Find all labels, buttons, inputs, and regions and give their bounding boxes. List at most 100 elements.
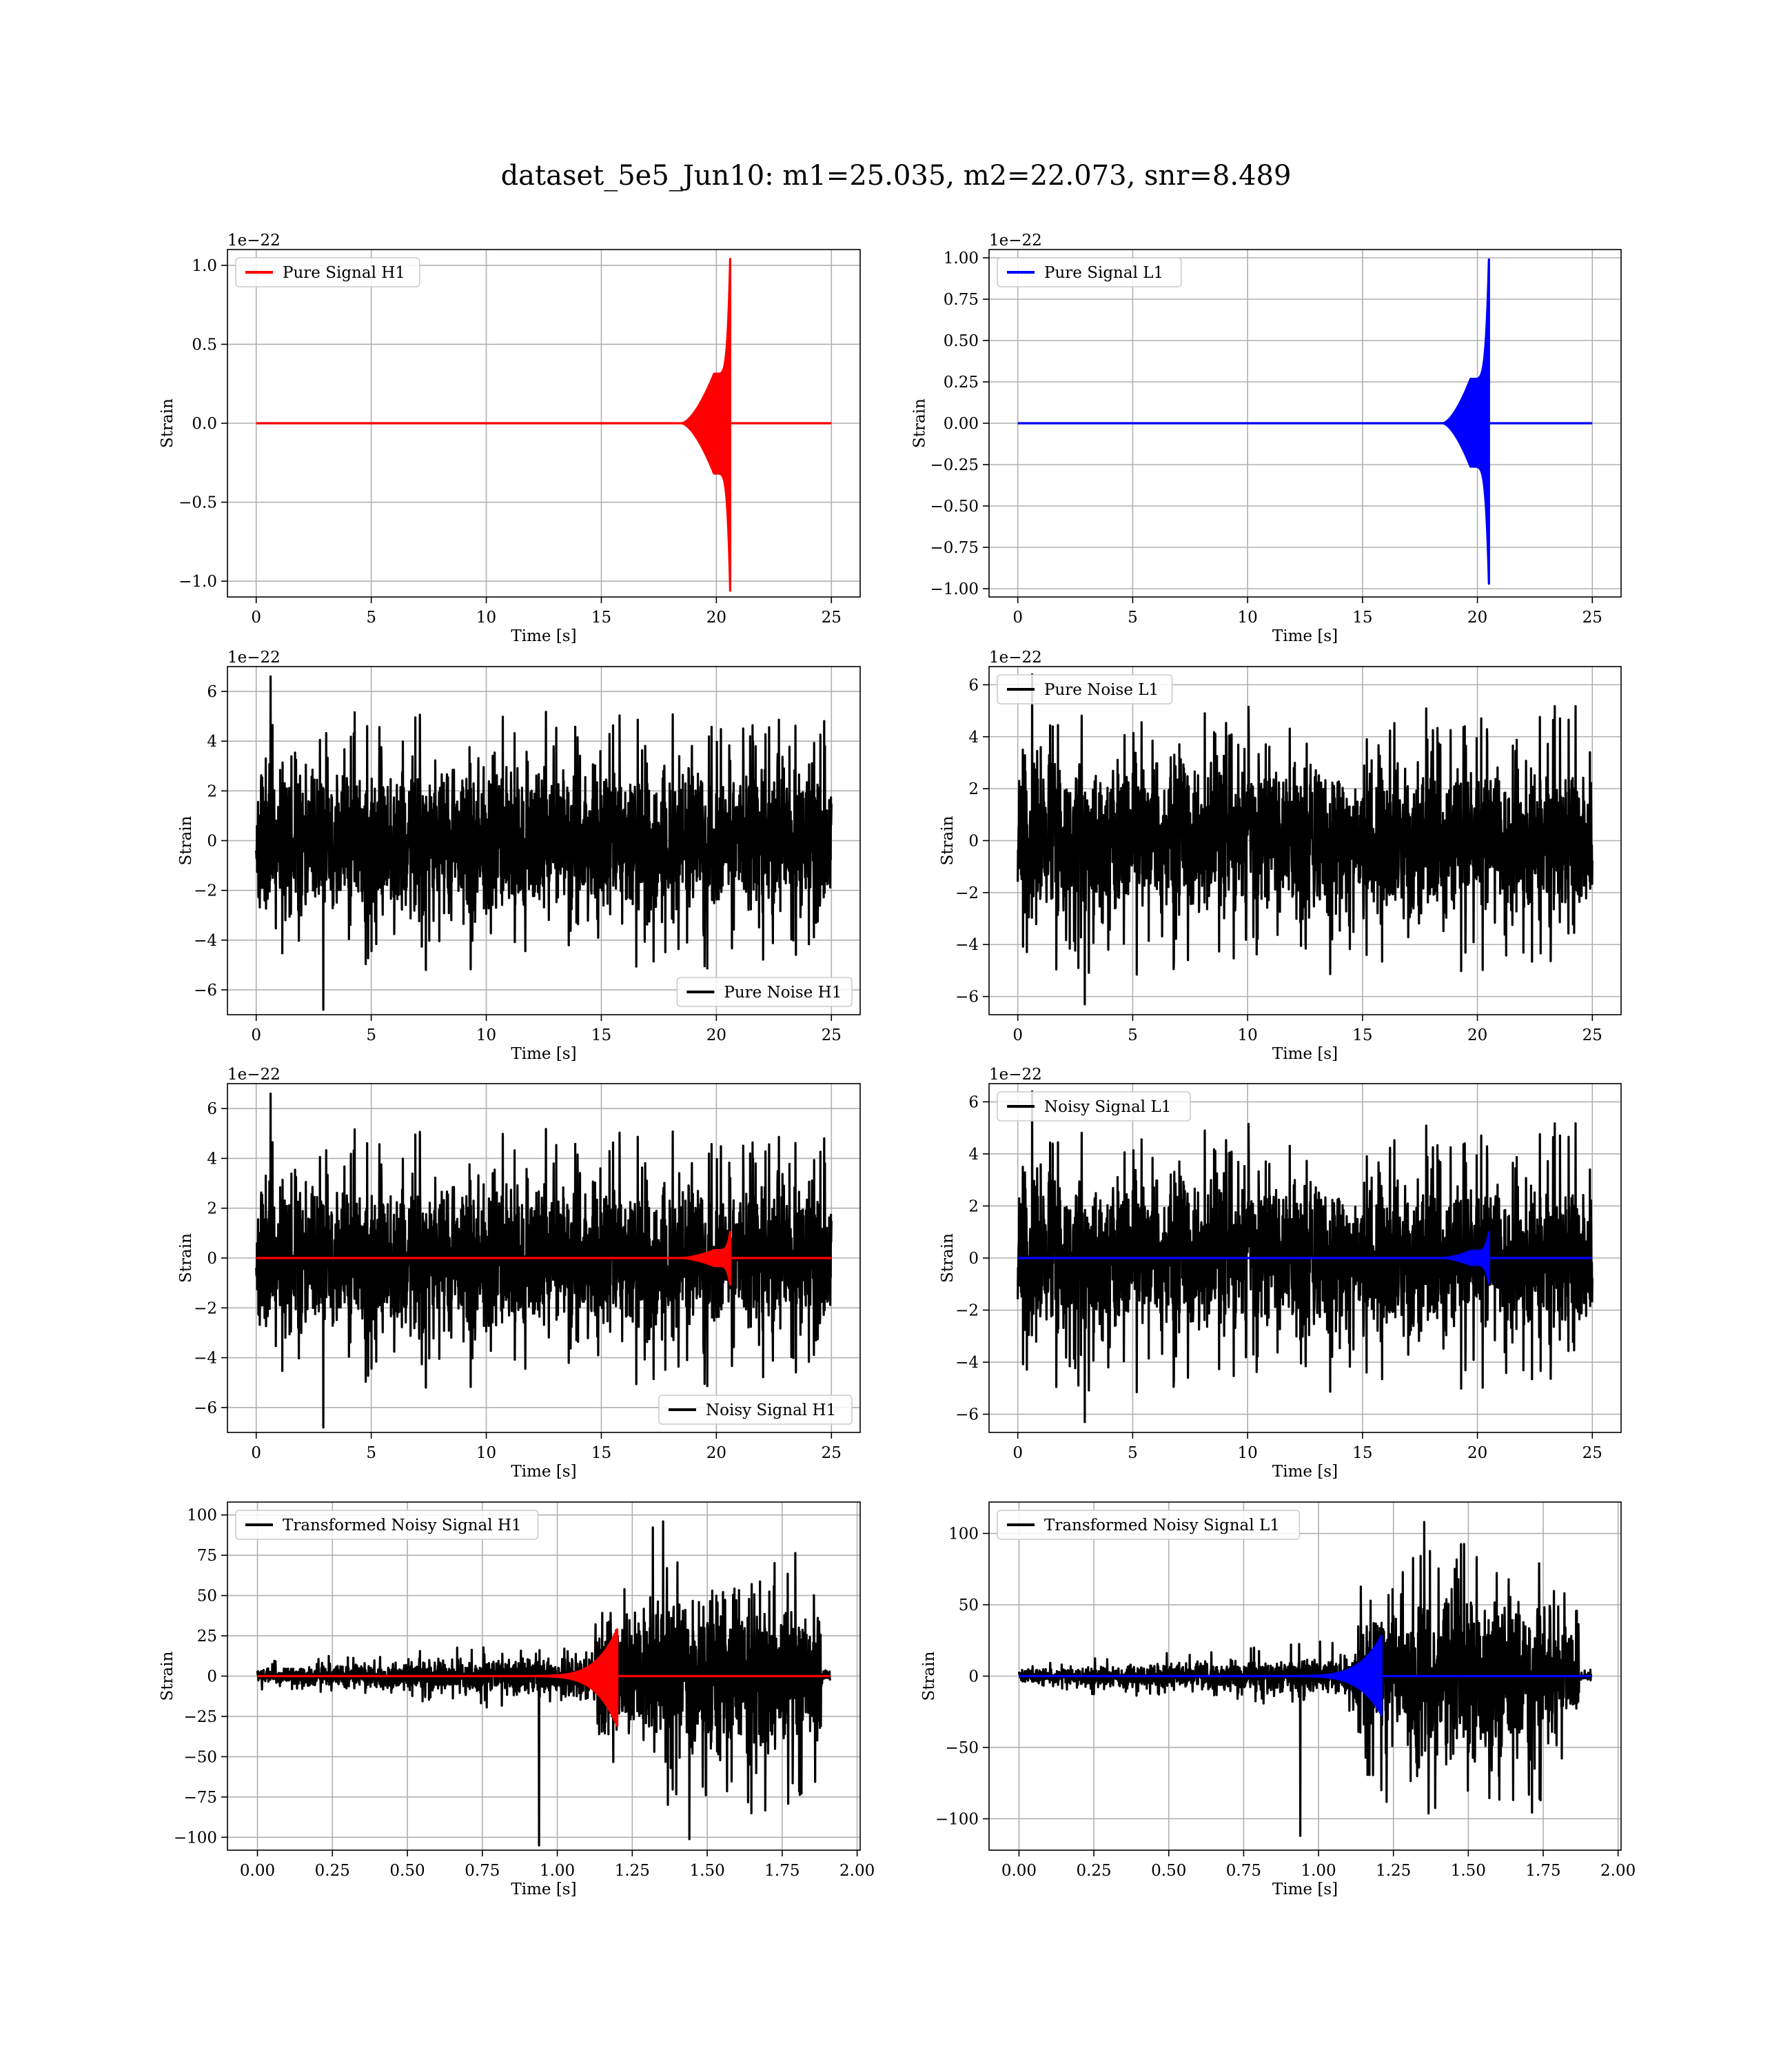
pure-signal-h1-panel: 0 5 10 15 20 25 −1.0 −0.5 0.0 0.5 1.0 Time [s] Strai… bbox=[159, 232, 861, 645]
y-tick-label: −2 bbox=[955, 884, 979, 902]
y-axis-label: Strain bbox=[939, 815, 957, 865]
y-tick-label: 25 bbox=[197, 1628, 217, 1645]
x-tick-label: 0 bbox=[251, 609, 261, 627]
y-tick-label: −0.5 bbox=[179, 494, 217, 512]
x-tick-label: 25 bbox=[1582, 1444, 1602, 1462]
x-tick-label: 0.25 bbox=[1076, 1862, 1111, 1880]
series-line-0 bbox=[256, 1520, 832, 1847]
x-tick-label: 0.00 bbox=[1001, 1862, 1037, 1880]
x-tick-label: 15 bbox=[1352, 609, 1372, 627]
series-line-0 bbox=[255, 675, 833, 1011]
x-tick-label: 5 bbox=[366, 1026, 376, 1044]
legend: Pure Noise L1 bbox=[997, 674, 1173, 704]
x-tick-label: 20 bbox=[706, 609, 726, 627]
x-tick-label: 1.50 bbox=[1451, 1862, 1486, 1880]
y-tick-label: −100 bbox=[174, 1829, 217, 1847]
y-tick-label: 0.25 bbox=[944, 374, 979, 392]
series-group bbox=[1017, 1521, 1593, 1837]
offset-label: 1e−22 bbox=[227, 232, 281, 250]
x-tick-label: 20 bbox=[1467, 609, 1487, 627]
y-tick-label: −1.0 bbox=[179, 573, 217, 591]
y-tick-label: −6 bbox=[194, 982, 217, 1000]
offset-label: 1e−22 bbox=[227, 649, 281, 667]
x-tick-label: 0 bbox=[251, 1026, 261, 1044]
y-tick-label: −2 bbox=[955, 1302, 979, 1320]
x-tick-label: 0.75 bbox=[1226, 1862, 1261, 1880]
x-tick-label: 1.00 bbox=[540, 1862, 575, 1880]
x-tick-label: 20 bbox=[1467, 1026, 1487, 1044]
x-tick-label: 5 bbox=[1128, 1444, 1138, 1462]
x-axis-label: Time [s] bbox=[1272, 1881, 1338, 1898]
x-tick-label: 1.75 bbox=[764, 1862, 800, 1880]
y-tick-label: 2 bbox=[968, 780, 979, 798]
y-tick-label: −4 bbox=[194, 932, 217, 950]
x-axis-label: Time [s] bbox=[511, 1463, 576, 1481]
series-line-1 bbox=[1017, 1231, 1593, 1285]
y-axis-label: Strain bbox=[920, 1651, 938, 1701]
x-tick-label: 10 bbox=[476, 1444, 496, 1462]
legend-box bbox=[235, 257, 420, 287]
y-tick-label: −4 bbox=[955, 1354, 979, 1372]
series-group bbox=[1017, 258, 1593, 585]
legend-box bbox=[658, 1395, 853, 1425]
noisy-signal-l1-panel: 0 5 10 15 20 25 −6 −4 −2 0 2 4 6 Time [s] Strain 1e−22N… bbox=[939, 1066, 1622, 1481]
y-tick-label: 0.0 bbox=[192, 415, 217, 433]
legend-label: Pure Signal L1 bbox=[1044, 264, 1163, 282]
offset-label: 1e−22 bbox=[989, 1066, 1042, 1084]
y-tick-label: 0 bbox=[207, 1250, 217, 1268]
legend: Pure Signal L1 bbox=[997, 257, 1182, 287]
y-tick-label: −0.25 bbox=[930, 456, 979, 474]
series-group bbox=[256, 1520, 832, 1847]
x-tick-label: 15 bbox=[1352, 1026, 1372, 1044]
legend-label: Noisy Signal L1 bbox=[1044, 1098, 1171, 1116]
series-group bbox=[256, 258, 832, 592]
x-tick-label: 10 bbox=[476, 609, 496, 627]
x-axis-label: Time [s] bbox=[511, 1045, 576, 1063]
figure-title: dataset_5e5_Jun10: m1=25.035, m2=22.073,… bbox=[501, 160, 1292, 192]
x-tick-label: 1.25 bbox=[1376, 1862, 1411, 1880]
x-tick-label: 15 bbox=[1352, 1444, 1372, 1462]
x-tick-label: 5 bbox=[1128, 1026, 1138, 1044]
y-tick-label: 4 bbox=[968, 1146, 979, 1164]
y-tick-label: −100 bbox=[935, 1810, 979, 1828]
x-tick-label: 25 bbox=[822, 1026, 842, 1044]
legend-box bbox=[676, 977, 853, 1007]
y-axis-label: Strain bbox=[939, 1233, 957, 1283]
y-tick-label: 0.75 bbox=[944, 291, 979, 309]
y-tick-label: −50 bbox=[183, 1748, 217, 1766]
series-line-0 bbox=[1017, 673, 1594, 1006]
series-group bbox=[1017, 673, 1594, 1006]
y-tick-label: 0.5 bbox=[192, 336, 217, 354]
x-axis-label: Time [s] bbox=[1272, 1463, 1338, 1481]
y-tick-label: 4 bbox=[207, 1150, 217, 1168]
y-tick-label: 0 bbox=[207, 1668, 217, 1686]
series-line-1 bbox=[256, 1230, 832, 1286]
y-tick-label: 1.0 bbox=[192, 257, 217, 275]
y-tick-label: 0 bbox=[207, 833, 217, 851]
offset-label: 1e−22 bbox=[989, 232, 1042, 250]
series-group bbox=[255, 675, 833, 1011]
x-tick-label: 0.50 bbox=[389, 1862, 425, 1880]
x-tick-label: 25 bbox=[1582, 609, 1602, 627]
y-tick-label: −4 bbox=[955, 936, 979, 954]
x-tick-label: 15 bbox=[591, 1026, 611, 1044]
x-tick-label: 10 bbox=[1237, 1026, 1257, 1044]
legend: Noisy Signal H1 bbox=[658, 1395, 853, 1425]
transformed-noisy-signal-h1-panel: 0.00 0.25 0.50 0.75 1.00 1.25 1.50 1.75 2.00 −100… bbox=[159, 1501, 875, 1898]
y-tick-label: −2 bbox=[194, 1299, 217, 1317]
y-tick-label: −75 bbox=[183, 1789, 217, 1807]
y-tick-label: −4 bbox=[194, 1350, 217, 1368]
x-axis-label: Time [s] bbox=[1272, 1045, 1338, 1063]
x-tick-label: 0.50 bbox=[1151, 1862, 1186, 1880]
series-line-0 bbox=[255, 1092, 833, 1429]
transformed-noisy-signal-l1-panel: 0.00 0.25 0.50 0.75 1.00 1.25 1.50 1.75 2.00 −100… bbox=[920, 1501, 1636, 1898]
x-tick-label: 0 bbox=[1012, 609, 1023, 627]
y-tick-label: −0.50 bbox=[930, 498, 979, 516]
y-tick-label: 0 bbox=[968, 833, 979, 851]
x-tick-label: 2.00 bbox=[1600, 1862, 1636, 1880]
x-tick-label: 5 bbox=[366, 609, 376, 627]
legend: Transformed Noisy Signal H1 bbox=[235, 1510, 539, 1540]
x-tick-label: 20 bbox=[1467, 1444, 1487, 1462]
legend-label: Pure Signal H1 bbox=[283, 264, 405, 282]
